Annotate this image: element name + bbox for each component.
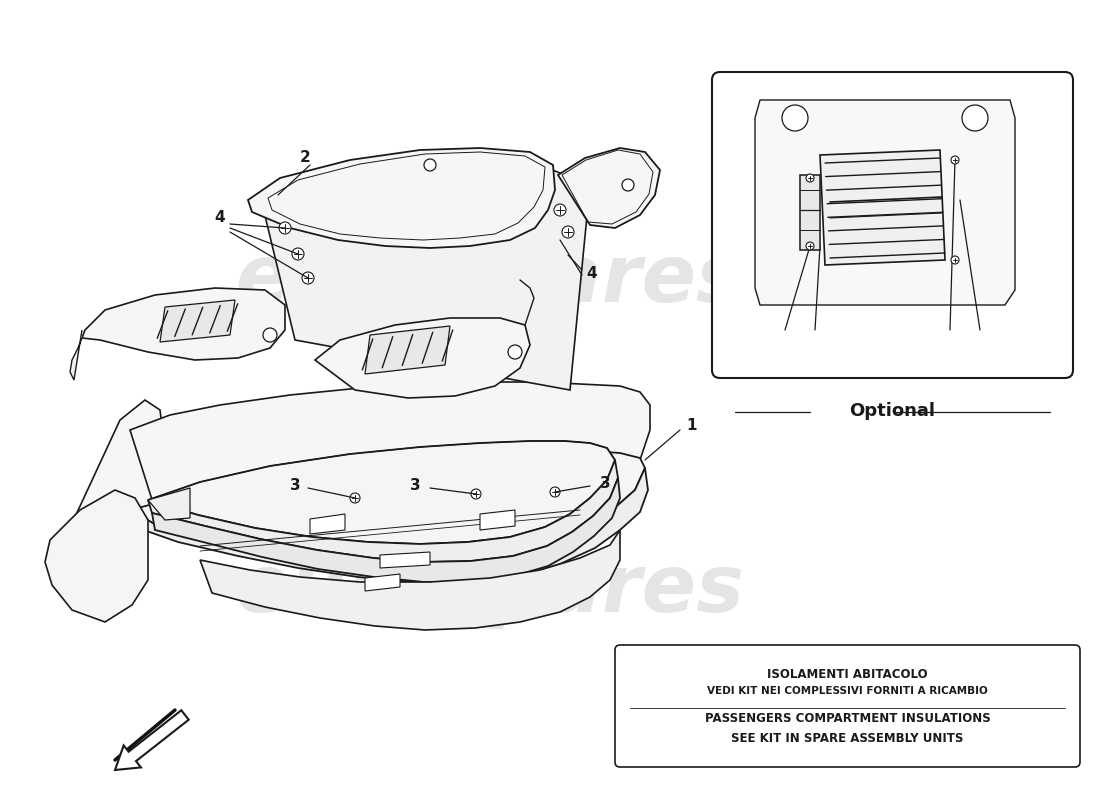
Circle shape [554, 204, 566, 216]
Polygon shape [379, 552, 430, 568]
Text: PASSENGERS COMPARTMENT INSULATIONS: PASSENGERS COMPARTMENT INSULATIONS [705, 712, 990, 725]
Circle shape [550, 487, 560, 497]
Polygon shape [70, 330, 82, 380]
Polygon shape [800, 175, 820, 250]
Text: 6: 6 [986, 331, 994, 345]
Text: 4: 4 [214, 210, 225, 226]
Text: 3: 3 [289, 478, 300, 493]
Polygon shape [310, 514, 345, 534]
Polygon shape [45, 490, 148, 622]
Text: SEE KIT IN SPARE ASSEMBLY UNITS: SEE KIT IN SPARE ASSEMBLY UNITS [732, 732, 964, 745]
Circle shape [562, 226, 574, 238]
Circle shape [302, 272, 313, 284]
Polygon shape [365, 326, 450, 374]
Polygon shape [130, 468, 648, 582]
Text: 3: 3 [409, 478, 420, 493]
Polygon shape [152, 478, 620, 582]
Polygon shape [130, 451, 645, 564]
Circle shape [782, 105, 808, 131]
Text: 8: 8 [821, 331, 829, 345]
Polygon shape [260, 165, 590, 390]
Polygon shape [365, 574, 400, 591]
Circle shape [263, 328, 277, 342]
Circle shape [806, 242, 814, 250]
Circle shape [471, 489, 481, 499]
Polygon shape [148, 460, 618, 562]
Circle shape [424, 159, 436, 171]
Text: 3: 3 [600, 477, 610, 491]
Polygon shape [755, 100, 1015, 305]
Circle shape [962, 105, 988, 131]
FancyBboxPatch shape [712, 72, 1072, 378]
Polygon shape [558, 148, 660, 228]
Text: 1: 1 [686, 418, 697, 433]
Polygon shape [200, 530, 620, 630]
Polygon shape [82, 288, 285, 360]
Polygon shape [248, 148, 556, 248]
Text: 5: 5 [935, 331, 945, 345]
Polygon shape [148, 488, 190, 520]
Text: ISOLAMENTI ABITACOLO: ISOLAMENTI ABITACOLO [767, 668, 927, 681]
Circle shape [952, 256, 959, 264]
Text: 2: 2 [299, 150, 310, 166]
Polygon shape [160, 300, 235, 342]
Polygon shape [55, 400, 165, 595]
Polygon shape [148, 441, 615, 544]
Circle shape [952, 156, 959, 164]
Polygon shape [820, 150, 945, 265]
Text: 7: 7 [770, 331, 780, 345]
Circle shape [350, 493, 360, 503]
Polygon shape [130, 382, 650, 558]
Polygon shape [480, 510, 515, 530]
FancyArrow shape [116, 710, 189, 770]
Circle shape [279, 222, 292, 234]
Text: eurospares: eurospares [235, 551, 745, 629]
Text: Optional: Optional [849, 402, 935, 420]
Polygon shape [315, 318, 530, 398]
Text: 4: 4 [586, 266, 597, 281]
Circle shape [806, 174, 814, 182]
Circle shape [508, 345, 522, 359]
Circle shape [621, 179, 634, 191]
Text: VEDI KIT NEI COMPLESSIVI FORNITI A RICAMBIO: VEDI KIT NEI COMPLESSIVI FORNITI A RICAM… [707, 686, 988, 696]
Text: eurospares: eurospares [235, 241, 745, 319]
Circle shape [292, 248, 304, 260]
FancyBboxPatch shape [615, 645, 1080, 767]
